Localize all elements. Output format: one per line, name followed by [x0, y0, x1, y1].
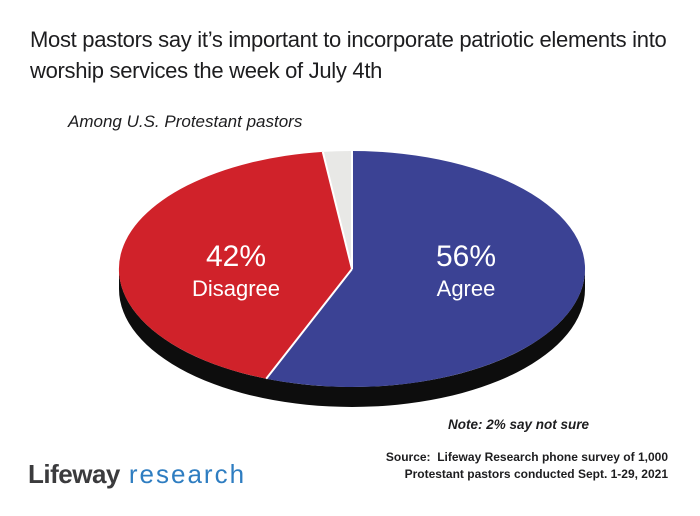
pie-label-disagree-value: 42%: [206, 240, 266, 273]
pie-label-agree-value: 56%: [436, 240, 496, 273]
pie-slice-agree: [266, 151, 586, 388]
chart-note: Note: 2% say not sure: [448, 417, 590, 432]
pie-separator-1: [265, 268, 353, 380]
pie-separator-2: [321, 151, 353, 270]
pie-slice-disagree: [118, 151, 353, 379]
source-attribution: Source: Lifeway Research phone survey of…: [386, 449, 668, 482]
lifeway-research-logo: Lifeway research: [28, 461, 246, 487]
logo-wordmark-lifeway: Lifeway: [28, 459, 120, 489]
pie-depth-rim: [119, 269, 585, 407]
chart-subtitle: Among U.S. Protestant pastors: [68, 112, 303, 131]
chart-title: Most pastors say it’s important to incor…: [30, 27, 667, 83]
pie-label-agree-name: Agree: [437, 276, 496, 301]
pie-label-disagree-name: Disagree: [192, 276, 280, 301]
source-line-2: Protestant pastors conducted Sept. 1-29,…: [404, 466, 668, 481]
logo-wordmark-research: research: [128, 459, 247, 489]
source-line-1: Source: Lifeway Research phone survey of…: [385, 450, 668, 464]
